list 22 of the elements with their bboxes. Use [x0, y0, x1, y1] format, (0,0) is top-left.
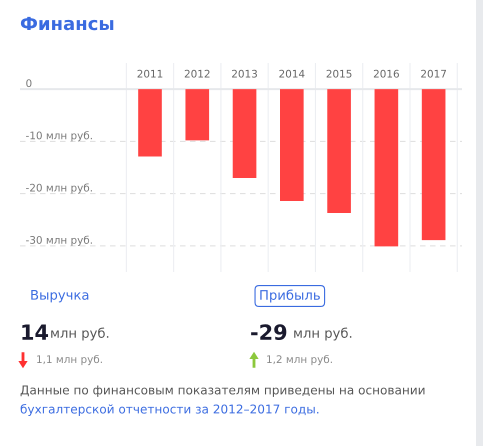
text: млн руб. [294, 328, 352, 340]
text: Выручка [31, 290, 88, 302]
x-tick-label: 2011 [138, 70, 162, 78]
text: 1,2 млн руб. [267, 354, 332, 366]
x-tick-label: 2016 [374, 70, 399, 78]
y-tick-label: 0 [26, 79, 32, 88]
text: 1,1 млн руб. [37, 354, 102, 366]
y-tick-label: -10 млн руб. [26, 131, 92, 142]
x-tick-label: 2014 [279, 70, 304, 78]
text: 14 [22, 324, 48, 340]
text: бухгалтерской отчетности за 2012–2017 годы. [20, 404, 318, 416]
text: млн руб. [51, 328, 108, 340]
y-tick-label: -20 млн руб. [26, 183, 92, 194]
x-tick-label: 2015 [326, 70, 352, 78]
text: Прибыль [260, 290, 320, 302]
chart-title: Финансы [20, 16, 114, 30]
y-tick-label: -30 млн руб. [26, 236, 92, 246]
x-tick-label: 2013 [232, 70, 257, 78]
x-tick-label: 2012 [184, 70, 210, 78]
text: -29 [251, 324, 286, 340]
x-tick-label: 2017 [421, 70, 446, 78]
text: Данные по финансовым показателям приведены на основании [20, 386, 424, 397]
